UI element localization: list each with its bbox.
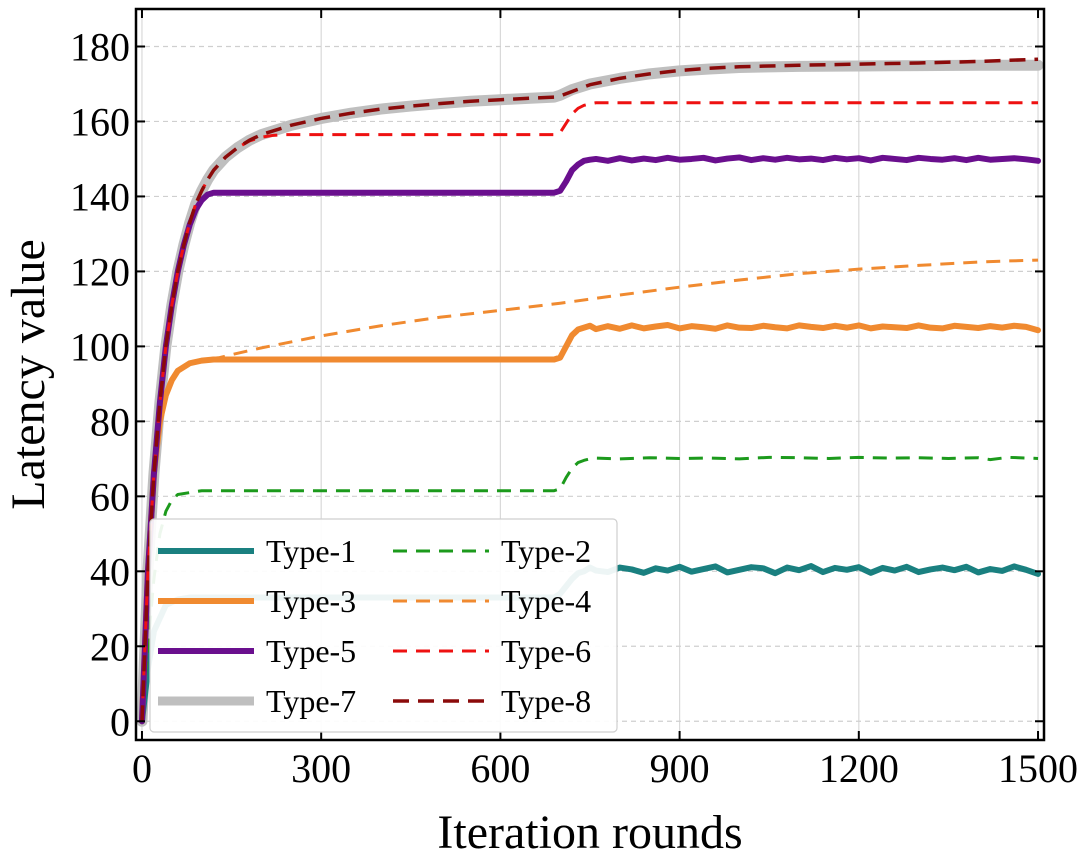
legend-label-type-1: Type-1 bbox=[266, 533, 356, 569]
series-line-type-4 bbox=[140, 258, 1039, 722]
y-tick-label: 140 bbox=[70, 174, 130, 219]
legend: Type-1 Type-2 Type-3 Type-4 Type-5 Type-6 Type… bbox=[149, 518, 618, 733]
tick-layer: 0 300 600 900 1200 1500 0 20 40 60 80 100 120 140 160 1… bbox=[70, 9, 1078, 791]
series-line-type-2 bbox=[140, 455, 1039, 722]
y-tick-label: 0 bbox=[110, 699, 130, 744]
y-tick-label: 60 bbox=[90, 474, 130, 519]
y-tick-label: 160 bbox=[70, 99, 130, 144]
legend-label-type-5: Type-5 bbox=[266, 633, 356, 669]
y-tick-label: 120 bbox=[70, 249, 130, 294]
series-line-type-3 bbox=[138, 322, 1042, 725]
legend-label-type-4: Type-4 bbox=[501, 583, 591, 619]
y-tick-label: 40 bbox=[90, 549, 130, 594]
plot-frame bbox=[134, 7, 1046, 742]
legend-label-type-3: Type-3 bbox=[266, 583, 356, 619]
x-tick-label: 600 bbox=[470, 746, 530, 791]
x-axis-title: Iteration rounds bbox=[437, 806, 742, 859]
legend-label-type-2: Type-2 bbox=[501, 533, 591, 569]
y-tick-label: 180 bbox=[70, 24, 130, 69]
series-line-type-8 bbox=[140, 57, 1039, 722]
series-line-type-5 bbox=[138, 154, 1042, 725]
legend-label-type-8: Type-8 bbox=[501, 683, 591, 719]
y-axis-title: Latency value bbox=[2, 239, 55, 510]
x-tick-label: 0 bbox=[132, 746, 152, 791]
y-tick-label: 100 bbox=[70, 324, 130, 369]
x-tick-label: 1200 bbox=[819, 746, 899, 791]
x-tick-label: 1500 bbox=[998, 746, 1078, 791]
legend-label-type-7: Type-7 bbox=[266, 683, 356, 719]
y-tick-label: 20 bbox=[90, 624, 130, 669]
legend-box bbox=[149, 518, 618, 733]
legend-label-type-6: Type-6 bbox=[501, 633, 591, 669]
x-tick-label: 300 bbox=[291, 746, 351, 791]
y-tick-label: 80 bbox=[90, 399, 130, 444]
x-tick-label: 900 bbox=[650, 746, 710, 791]
